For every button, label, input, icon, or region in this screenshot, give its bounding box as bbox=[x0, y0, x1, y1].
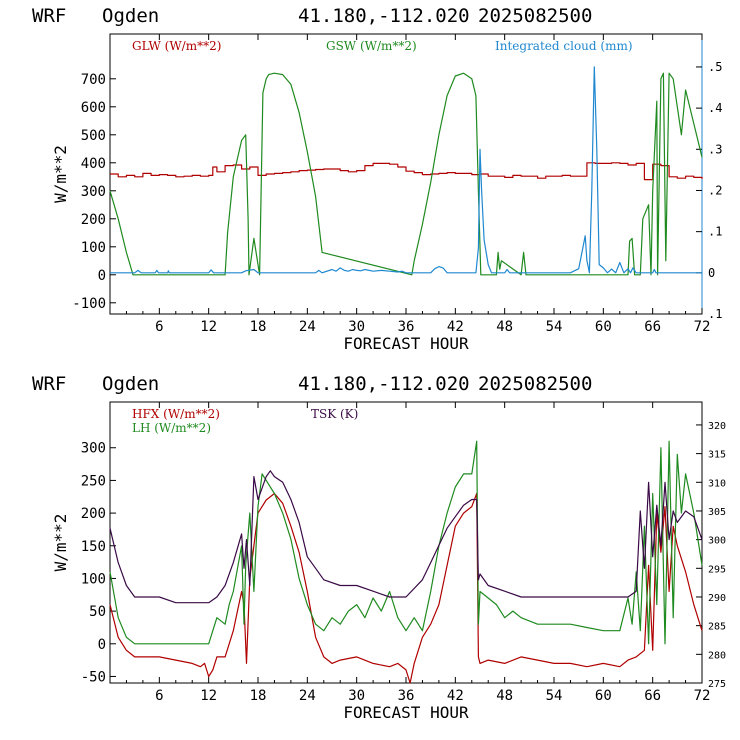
chart1-legend-entry: GSW (W/m**2) bbox=[326, 39, 417, 53]
chart1-y-tick-label: 200 bbox=[81, 212, 106, 228]
chart2-y-tick-label: 100 bbox=[81, 571, 106, 587]
chart1-series-line bbox=[110, 162, 703, 181]
chart1-y-tick-label: 500 bbox=[81, 128, 106, 144]
chart2-plot-frame bbox=[109, 401, 703, 684]
chart1-x-tick-label: 66 bbox=[644, 319, 661, 335]
chart2-x-tick-label: 60 bbox=[595, 688, 612, 704]
chart2-y2-tick-label: 315 bbox=[708, 450, 726, 461]
chart2-y2-tick-label: 320 bbox=[708, 421, 726, 432]
chart2-y-tick-label: 150 bbox=[81, 539, 106, 555]
chart1-legend-entry: GLW (W/m**2) bbox=[132, 39, 221, 53]
chart1-plot-frame bbox=[109, 33, 703, 315]
chart1-y-tick-label: 400 bbox=[81, 156, 106, 172]
chart1-x-tick-label: 12 bbox=[200, 319, 217, 335]
chart2-x-tick-label: 30 bbox=[348, 688, 365, 704]
chart2-x-tick-label: 24 bbox=[299, 688, 316, 704]
chart2-y-tick-label: 0 bbox=[98, 637, 106, 653]
chart2-y2-tick-label: 300 bbox=[708, 536, 726, 547]
chart2-y2-tick-label: 305 bbox=[708, 507, 726, 518]
chart2-panel: 6 12 18 24 30 36 42 48 54 60 66 72 -50 0 50 100 150 200 25… bbox=[51, 401, 726, 722]
chart1-y-axis-label: W/m**2 bbox=[51, 145, 70, 203]
chart1-x-tick-label: 18 bbox=[250, 319, 267, 335]
chart2-y2-tick-label: 280 bbox=[708, 650, 726, 661]
chart1-x-tick-label: 36 bbox=[398, 319, 415, 335]
chart2-legend-entry: HFX (W/m**2) bbox=[132, 407, 220, 421]
chart1-y2-tick-label: .3 bbox=[708, 142, 722, 156]
chart2-model-label: WRF bbox=[32, 373, 66, 395]
chart2-x-tick-label: 48 bbox=[496, 688, 513, 704]
chart2-y2-tick-label: 310 bbox=[708, 478, 726, 489]
chart2-x-tick-label: 12 bbox=[200, 688, 217, 704]
chart2-y-tick-label: -50 bbox=[81, 669, 106, 685]
chart2-y2-tick-label: 275 bbox=[708, 679, 726, 690]
chart2-series-line bbox=[109, 492, 703, 684]
chart1-panel: 6 12 18 24 30 36 42 48 54 60 66 72 -100 0 100 200 300 400… bbox=[51, 33, 722, 353]
chart2-legend-entry: LH (W/m**2) bbox=[132, 421, 211, 435]
chart2-date-label: 2025082500 bbox=[478, 373, 592, 395]
chart2-x-tick-label: 54 bbox=[546, 688, 563, 704]
chart2-y-tick-label: 200 bbox=[81, 506, 106, 522]
chart2-y2-tick-label: 285 bbox=[708, 622, 726, 633]
chart2-x-tick-label: 66 bbox=[644, 688, 661, 704]
chart2-x-tick-label: 18 bbox=[250, 688, 267, 704]
chart1-x-axis-label: FORECAST HOUR bbox=[343, 334, 469, 353]
chart2-y-tick-label: 50 bbox=[89, 604, 106, 620]
chart2-y2-tick-label: 290 bbox=[708, 593, 726, 604]
chart2-legend-entry: TSK (K) bbox=[311, 407, 358, 421]
chart1-y2-tick-label: .1 bbox=[708, 225, 722, 239]
chart2-y2-tick-label: 295 bbox=[708, 564, 726, 575]
chart2-y-axis-label: W/m**2 bbox=[51, 514, 70, 572]
chart1-y-tick-label: 600 bbox=[81, 100, 106, 116]
chart2-x-tick-label: 72 bbox=[694, 688, 711, 704]
chart1-model-label: WRF bbox=[32, 5, 66, 27]
chart2-series-line bbox=[109, 470, 703, 604]
chart1-y2-tick-label: .1 bbox=[708, 307, 722, 321]
chart2-y-tick-label: 300 bbox=[81, 441, 106, 457]
chart1-x-tick-label: 24 bbox=[299, 319, 316, 335]
chart1-y-tick-label: 0 bbox=[98, 268, 106, 284]
chart1-y2-tick-label: .5 bbox=[708, 60, 722, 74]
chart1-series-line bbox=[109, 72, 703, 276]
chart1-y-tick-label: 100 bbox=[81, 240, 106, 256]
chart2-site-label: Ogden bbox=[102, 373, 159, 395]
chart1-y-tick-label: 700 bbox=[81, 72, 106, 88]
chart2-x-tick-label: 6 bbox=[155, 688, 163, 704]
chart1-x-tick-label: 54 bbox=[546, 319, 563, 335]
chart1-y-tick-label: -100 bbox=[72, 296, 106, 312]
chart1-legend-entry: Integrated cloud (mm) bbox=[495, 39, 633, 53]
chart1-date-label: 2025082500 bbox=[478, 5, 592, 27]
chart2-y-tick-label: 250 bbox=[81, 473, 106, 489]
chart1-x-tick-label: 48 bbox=[496, 319, 513, 335]
chart2-latlon-label: 41.180,-112.020 bbox=[298, 373, 470, 395]
chart1-series-line bbox=[110, 66, 702, 274]
chart2-header: WRF Ogden 41.180,-112.020 2025082500 bbox=[32, 373, 592, 395]
chart1-latlon-label: 41.180,-112.020 bbox=[298, 5, 470, 27]
chart2-x-tick-label: 42 bbox=[447, 688, 464, 704]
chart1-y2-tick-label: .2 bbox=[708, 183, 722, 197]
chart2-x-axis-label: FORECAST HOUR bbox=[343, 703, 469, 722]
chart1-x-tick-label: 72 bbox=[694, 319, 711, 335]
chart1-y-tick-label: 300 bbox=[81, 184, 106, 200]
chart1-x-tick-label: 42 bbox=[447, 319, 464, 335]
chart1-site-label: Ogden bbox=[102, 5, 159, 27]
chart1-x-tick-label: 60 bbox=[595, 319, 612, 335]
chart2-x-tick-label: 36 bbox=[398, 688, 415, 704]
chart1-y2-tick-label: .4 bbox=[708, 101, 722, 115]
chart1-y2-tick-label: 0 bbox=[708, 266, 715, 280]
chart1-x-tick-label: 6 bbox=[155, 319, 163, 335]
chart1-x-tick-label: 30 bbox=[348, 319, 365, 335]
chart1-header: WRF Ogden 41.180,-112.020 2025082500 bbox=[32, 5, 592, 27]
chart2-series-line bbox=[109, 440, 703, 645]
